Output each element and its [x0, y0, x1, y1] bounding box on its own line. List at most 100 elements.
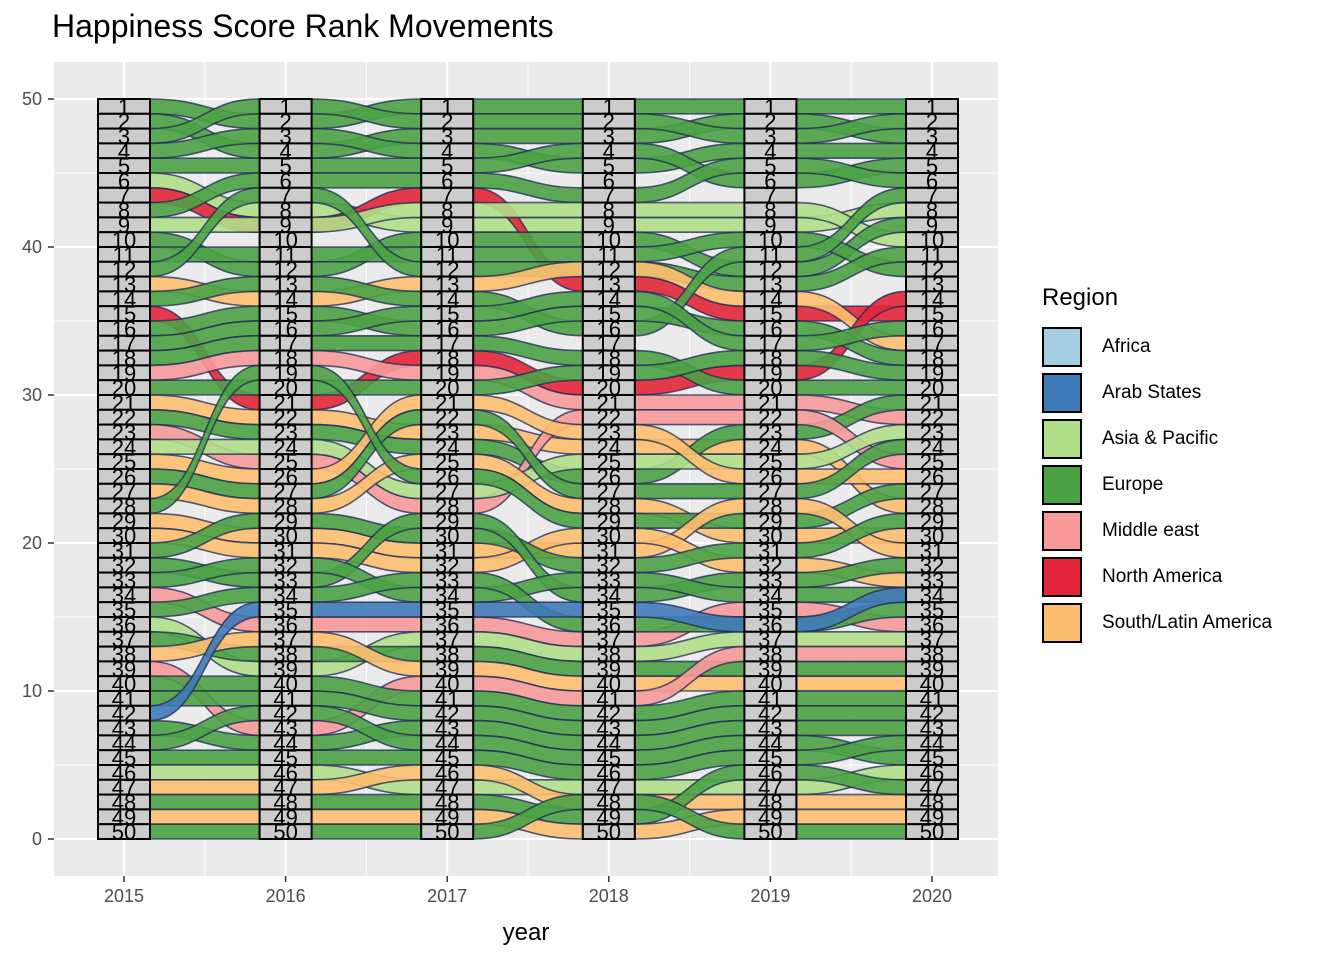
flow-segment	[795, 630, 907, 648]
flow-segment	[634, 394, 746, 411]
flow-segment	[310, 749, 422, 766]
x-tick-label: 2016	[266, 886, 306, 906]
legend-item: Arab States	[1042, 370, 1272, 416]
legend: Region Africa Arab States Asia & Pacific Eu…	[1042, 284, 1272, 646]
legend-swatch	[1042, 557, 1082, 597]
stratum-box	[905, 823, 959, 841]
flow-segment	[634, 408, 746, 426]
flow-segment	[310, 157, 422, 174]
stratum-label: 50	[920, 820, 944, 845]
legend-swatch	[1042, 511, 1082, 551]
stratum-box	[743, 823, 798, 841]
flow-segment	[310, 334, 422, 352]
stratum-column-2017: 1234567891011121314151617181920212223242…	[420, 94, 475, 845]
stratum-column-2015: 1234567891011121314151617181920212223242…	[97, 94, 151, 845]
legend-item: North America	[1042, 554, 1272, 600]
flow-segment	[149, 778, 261, 796]
y-tick-label: 50	[22, 89, 42, 109]
legend-swatch	[1042, 327, 1082, 367]
stratum-box	[97, 823, 151, 841]
flow-segment	[795, 704, 907, 722]
legend-label: Europe	[1102, 474, 1164, 495]
legend-swatch	[1042, 603, 1082, 643]
legend-swatch	[1042, 373, 1082, 413]
axes: 0 10 20 30 40 50 2015 2016 2017 2018 2019 2020	[22, 89, 952, 906]
stratum-column-2016: 1234567891011121314151617181920212223242…	[258, 94, 313, 845]
flow-europe	[149, 290, 907, 352]
flow-segment	[472, 127, 584, 145]
flow-segment	[795, 142, 907, 159]
flow-segment	[795, 690, 907, 707]
flow-segment	[795, 379, 907, 396]
y-tick-label: 10	[22, 681, 42, 701]
stratum-column-2020: 1234567891011121314151617181920212223242…	[905, 94, 959, 845]
alluvium-flows	[149, 98, 907, 840]
stratum-label: 50	[435, 820, 459, 845]
flow-segment	[149, 157, 261, 174]
legend-title: Region	[1042, 284, 1119, 311]
legend-label: South/Latin America	[1102, 612, 1273, 633]
stratum-label: 50	[112, 820, 136, 845]
chart-title: Happiness Score Rank Movements	[52, 8, 554, 44]
flow-segment	[310, 601, 422, 618]
flow-segment	[310, 823, 422, 840]
x-tick-label: 2017	[427, 886, 467, 906]
legend-label: Middle east	[1102, 520, 1200, 541]
flow-segment	[634, 201, 746, 219]
flow-segment	[795, 98, 907, 115]
flow-segment	[795, 660, 907, 678]
stratum-label: 50	[273, 820, 297, 845]
flow-segment	[472, 216, 584, 234]
stratum-box	[258, 823, 313, 841]
flow-segment	[310, 616, 422, 633]
flow-segment	[795, 675, 907, 692]
flow-europe	[149, 142, 907, 189]
flow-segment	[472, 246, 584, 263]
legend-item: South/Latin America	[1042, 600, 1272, 646]
x-tick-label: 2018	[589, 886, 629, 906]
flow-europe	[149, 186, 907, 293]
flow-segment	[634, 216, 746, 234]
x-tick-label: 2019	[750, 886, 790, 906]
stratum-box	[420, 823, 475, 841]
flow-arab-states	[149, 586, 907, 722]
legend-item: Middle east	[1042, 508, 1272, 554]
flow-segment	[310, 808, 422, 825]
legend-label: Africa	[1102, 336, 1151, 357]
y-tick-label: 40	[22, 237, 42, 257]
flow-segment	[634, 482, 746, 500]
flow-segment	[310, 793, 422, 811]
flow-segment	[472, 201, 584, 219]
flow-europe	[149, 157, 907, 219]
legend-swatch	[1042, 465, 1082, 505]
legend-label: Asia & Pacific	[1102, 428, 1219, 449]
flow-segment	[795, 808, 907, 825]
flow-segment	[149, 793, 261, 811]
flow-europe	[149, 98, 907, 145]
y-tick-label: 20	[22, 533, 42, 553]
legend-item: Asia & Pacific	[1042, 416, 1272, 462]
legend-items: Africa Arab States Asia & Pacific Europe Mid…	[1042, 324, 1272, 646]
flow-segment	[149, 749, 261, 766]
legend-item: Europe	[1042, 462, 1272, 508]
legend-item: Africa	[1042, 324, 1272, 370]
flow-segment	[472, 98, 584, 115]
strata-columns: 1234567891011121314151617181920212223242…	[97, 94, 959, 845]
stratum-box	[581, 823, 636, 841]
y-tick-label: 30	[22, 385, 42, 405]
stratum-column-2019: 1234567891011121314151617181920212223242…	[743, 94, 798, 845]
flow-segment	[472, 601, 584, 618]
flow-segment	[149, 764, 261, 781]
flow-segment	[634, 98, 746, 115]
flow-segment	[149, 823, 261, 840]
flow-segment	[472, 112, 584, 130]
stratum-column-2018: 1234567891011121314151617181920212223242…	[581, 94, 636, 845]
flow-segment	[795, 645, 907, 663]
flow-segment	[149, 808, 261, 825]
flow-segment	[310, 172, 422, 189]
x-tick-label: 2015	[104, 886, 144, 906]
flow-segment	[472, 231, 584, 248]
flow-segment	[795, 793, 907, 811]
legend-swatch	[1042, 419, 1082, 459]
